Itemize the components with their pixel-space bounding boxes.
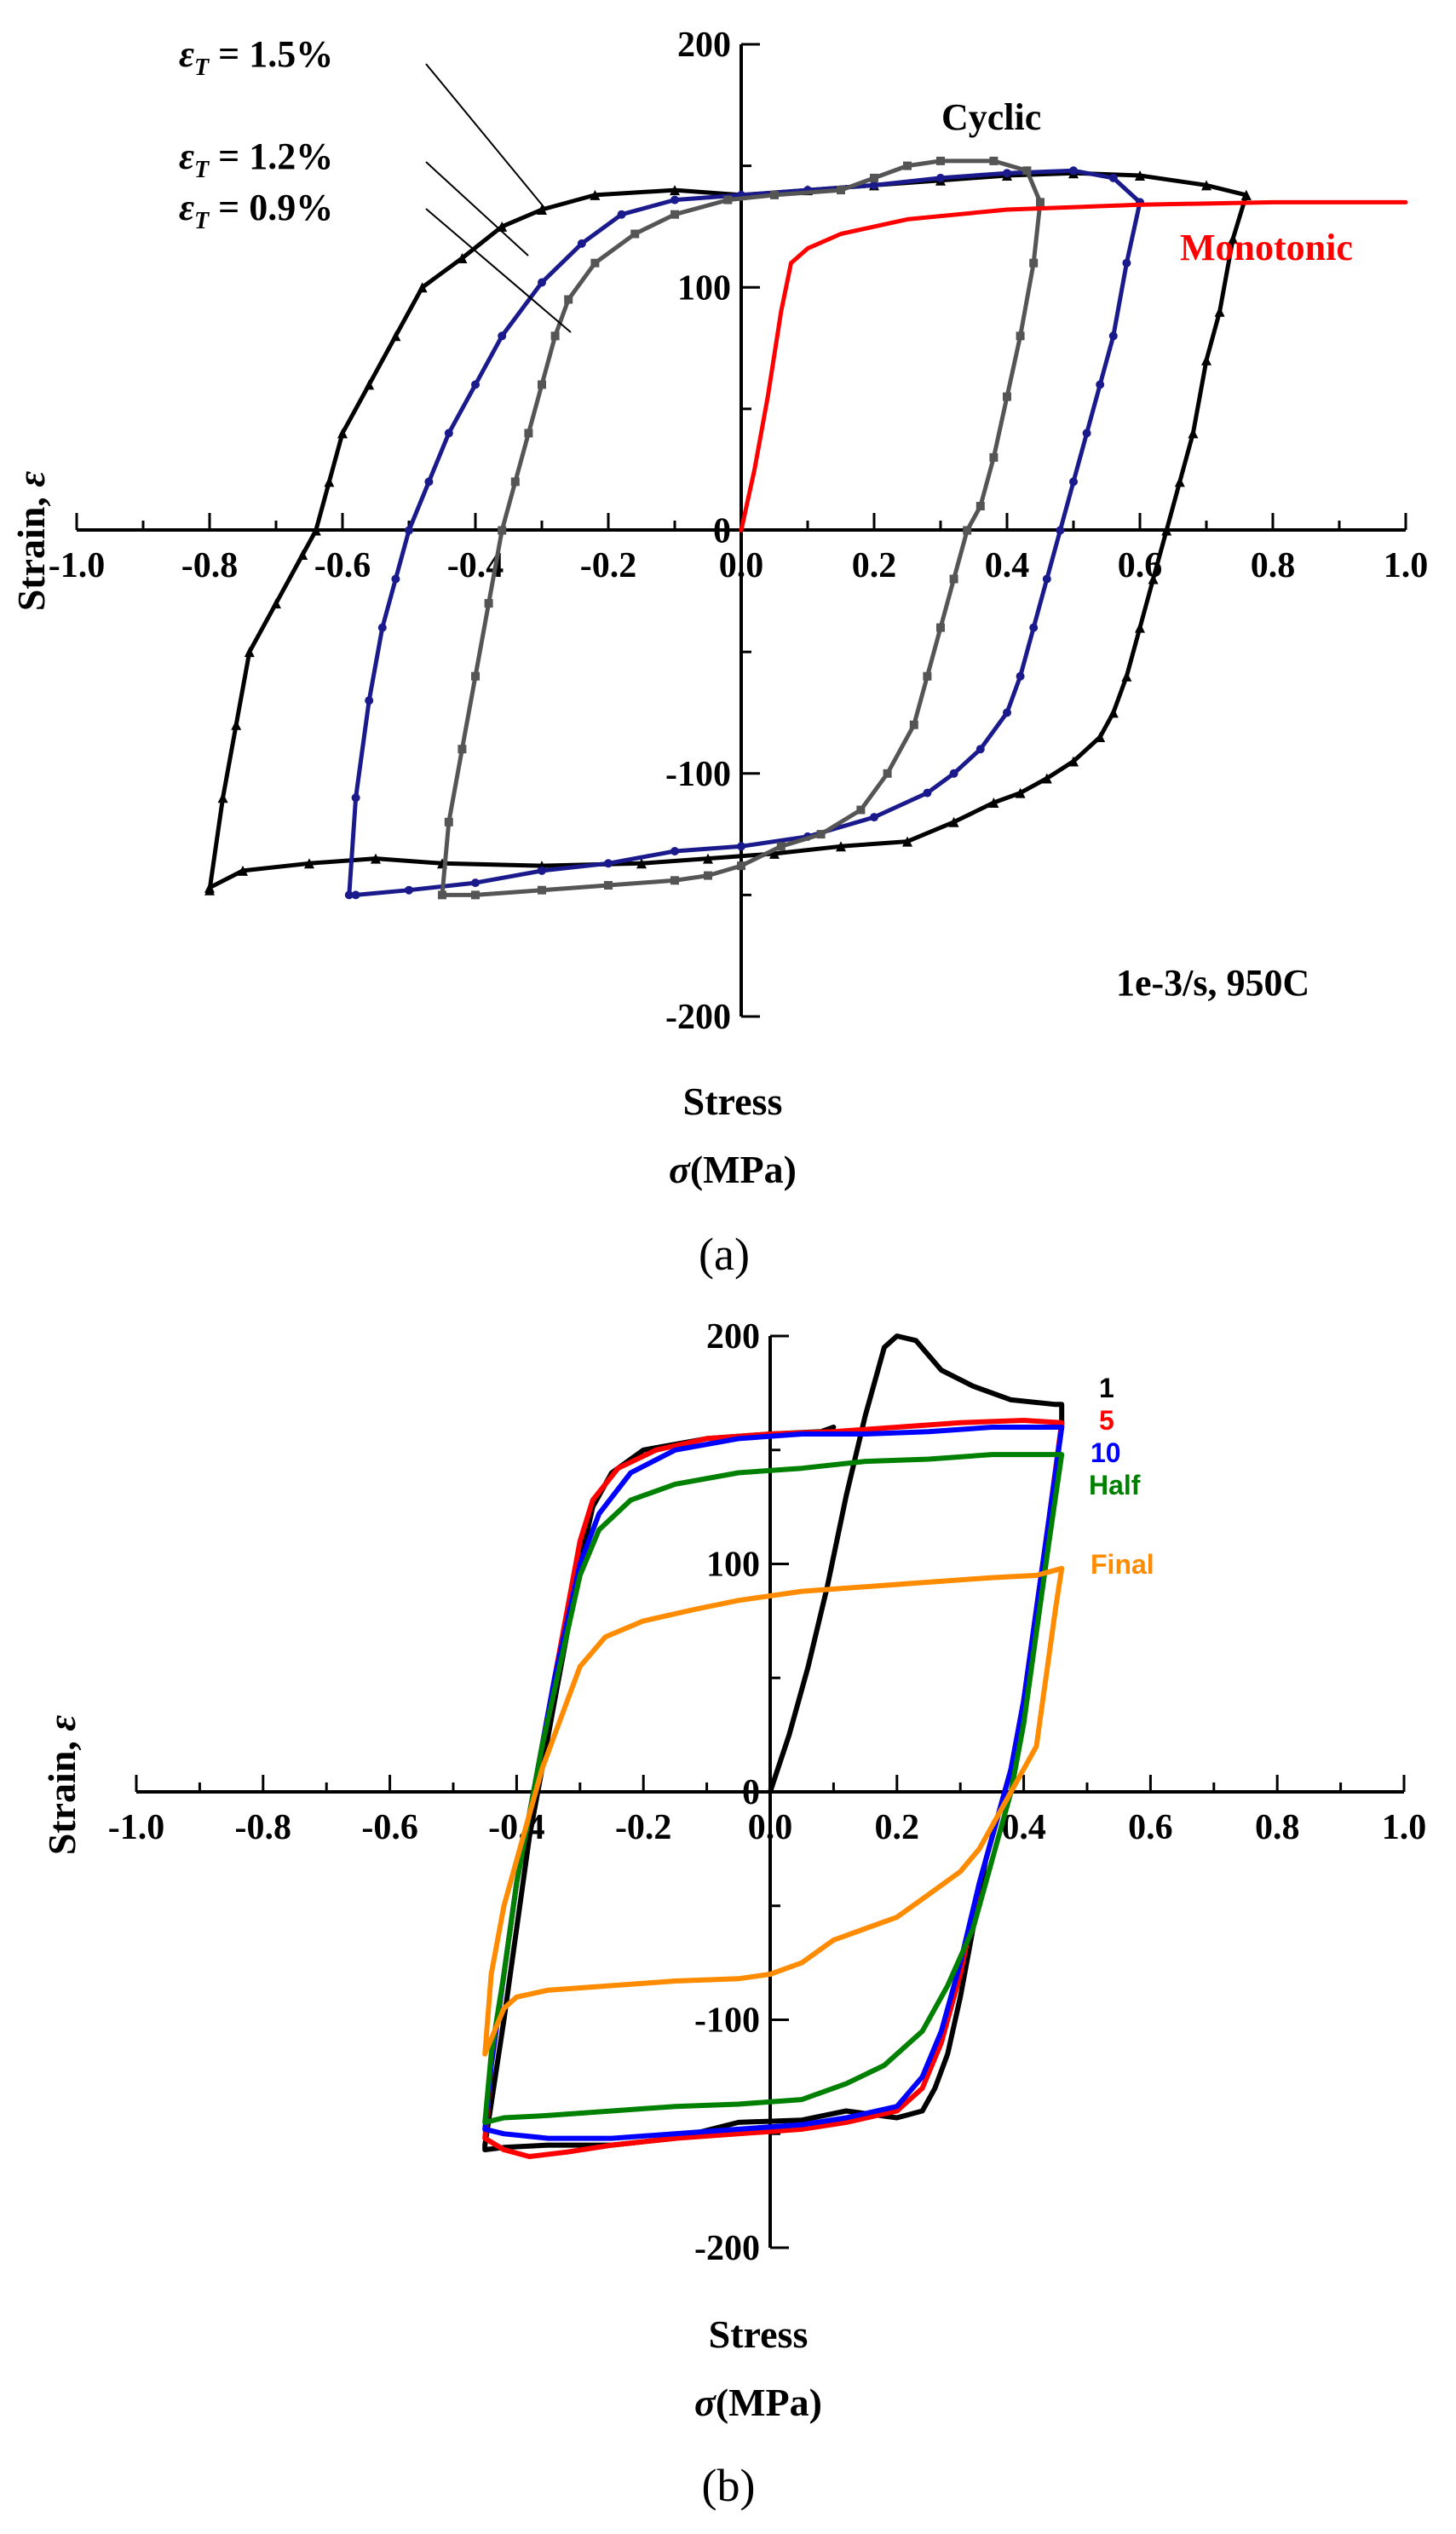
eps-leader-2 bbox=[425, 161, 529, 256]
cyclic-label: Cyclic bbox=[941, 96, 1041, 138]
panel-a-xtick-label: -0.6 bbox=[314, 546, 371, 585]
panel-b-xtick-label: -0.2 bbox=[615, 1808, 672, 1847]
panel-a-xtick-label: 0.0 bbox=[719, 546, 764, 585]
panel-b-ytick-label: 200 bbox=[706, 1317, 760, 1356]
panel-b-xtick-label: 1.0 bbox=[1382, 1808, 1427, 1847]
legend-10: 10 bbox=[1091, 1437, 1121, 1468]
svg-text:εT = 0.9%: εT = 0.9% bbox=[179, 187, 333, 234]
panel-a-xlabel-unit: σ(MPa) bbox=[669, 1148, 797, 1191]
panel-a: -1.0 -0.8 -0.6 -0.4 -0.2 0.0 0.2 0.4 0.6 0.8 1.0-2… bbox=[9, 26, 1428, 1280]
panel-a-series-monotonic bbox=[739, 199, 1408, 533]
panel-a-xtick-label: 0.8 bbox=[1251, 546, 1296, 585]
eps-label-1: εT = 1.5% bbox=[179, 33, 333, 81]
panel-a-ytick-label: 100 bbox=[677, 268, 731, 308]
eps-label-3: εT = 0.9% bbox=[179, 187, 333, 234]
eps-leader-1 bbox=[425, 63, 546, 210]
legend-5: 5 bbox=[1099, 1405, 1114, 1436]
panel-b-label: (b) bbox=[702, 2460, 756, 2511]
legend-half: Half bbox=[1089, 1470, 1141, 1500]
svg-text:εT = 1.5%: εT = 1.5% bbox=[179, 33, 333, 81]
panel-a-series--t-1-2- bbox=[344, 166, 1144, 900]
panel-b-xtick-label: 0.8 bbox=[1255, 1808, 1300, 1847]
panel-b-ylabel: Strain, ε bbox=[40, 1715, 83, 1856]
panel-a-ytick-label: -100 bbox=[665, 755, 731, 794]
panel-a-xtick-label: 0.2 bbox=[852, 546, 897, 585]
panel-b-xtick-label: 0.2 bbox=[875, 1808, 920, 1847]
panel-b-xtick-label: -0.4 bbox=[488, 1808, 545, 1847]
eps-leader-3 bbox=[425, 208, 572, 333]
panel-a-xtick-label: -1.0 bbox=[49, 546, 106, 585]
panel-b-ytick-label: 100 bbox=[706, 1546, 760, 1585]
panel-a-axes: -1.0 -0.8 -0.6 -0.4 -0.2 0.0 0.2 0.4 0.6 0.8 1.0-2… bbox=[49, 26, 1429, 1037]
panel-b-series-half bbox=[482, 1452, 1065, 2125]
legend-final: Final bbox=[1091, 1549, 1154, 1580]
panel-a-xtick-label: 1.0 bbox=[1384, 546, 1429, 585]
panel-b-ytick-label: -200 bbox=[694, 2229, 760, 2268]
panel-b: -1.0 -0.8 -0.6 -0.4 -0.2 0.0 0.2 0.4 0.6 0.8 1.0 -2… bbox=[40, 1317, 1426, 2511]
panel-a-series--t-0-9- bbox=[438, 156, 1045, 900]
panel-b-xtick-label: -0.6 bbox=[361, 1808, 418, 1847]
panel-a-label: (a) bbox=[699, 1229, 750, 1280]
panel-b-series-final bbox=[482, 1565, 1065, 2057]
panel-a-ytick-label: -200 bbox=[665, 998, 731, 1037]
panel-b-ytick-label: -100 bbox=[694, 2001, 760, 2041]
panel-b-series-10 bbox=[482, 1425, 1065, 2141]
panel-b-xtick-label: 0.6 bbox=[1128, 1808, 1173, 1847]
panel-a-xtick-label: 0.4 bbox=[985, 546, 1030, 585]
monotonic-label: Monotonic bbox=[1180, 227, 1353, 268]
panel-a-ytick-label: 0 bbox=[713, 512, 731, 551]
panel-b-ytick-label: 0 bbox=[742, 1773, 760, 1812]
panel-a-ylabel: Strain, ε bbox=[9, 471, 53, 612]
panel-a-xlabel: Stress bbox=[683, 1080, 783, 1123]
panel-b-xtick-label: -0.8 bbox=[235, 1808, 292, 1847]
panel-a-ytick-label: 200 bbox=[677, 26, 731, 65]
legend-1: 1 bbox=[1099, 1373, 1114, 1403]
panel-b-xtick-label: 0.4 bbox=[1001, 1808, 1046, 1847]
panel-a-xtick-label: -0.8 bbox=[181, 546, 239, 585]
panel-b-xtick-label: -1.0 bbox=[108, 1808, 165, 1847]
panel-b-series bbox=[482, 1333, 1065, 2159]
svg-text:εT = 1.2%: εT = 1.2% bbox=[179, 135, 333, 183]
panel-b-xtick-label: 0.0 bbox=[748, 1808, 793, 1847]
panel-a-xtick-label: -0.2 bbox=[580, 546, 637, 585]
panel-a-series bbox=[204, 156, 1408, 900]
panel-b-xlabel-unit: σ(MPa) bbox=[694, 2381, 822, 2424]
eps-label-2: εT = 1.2% bbox=[179, 135, 333, 183]
panel-b-xlabel: Stress bbox=[709, 2312, 809, 2356]
condition-label: 1e-3/s, 950C bbox=[1116, 962, 1309, 1004]
